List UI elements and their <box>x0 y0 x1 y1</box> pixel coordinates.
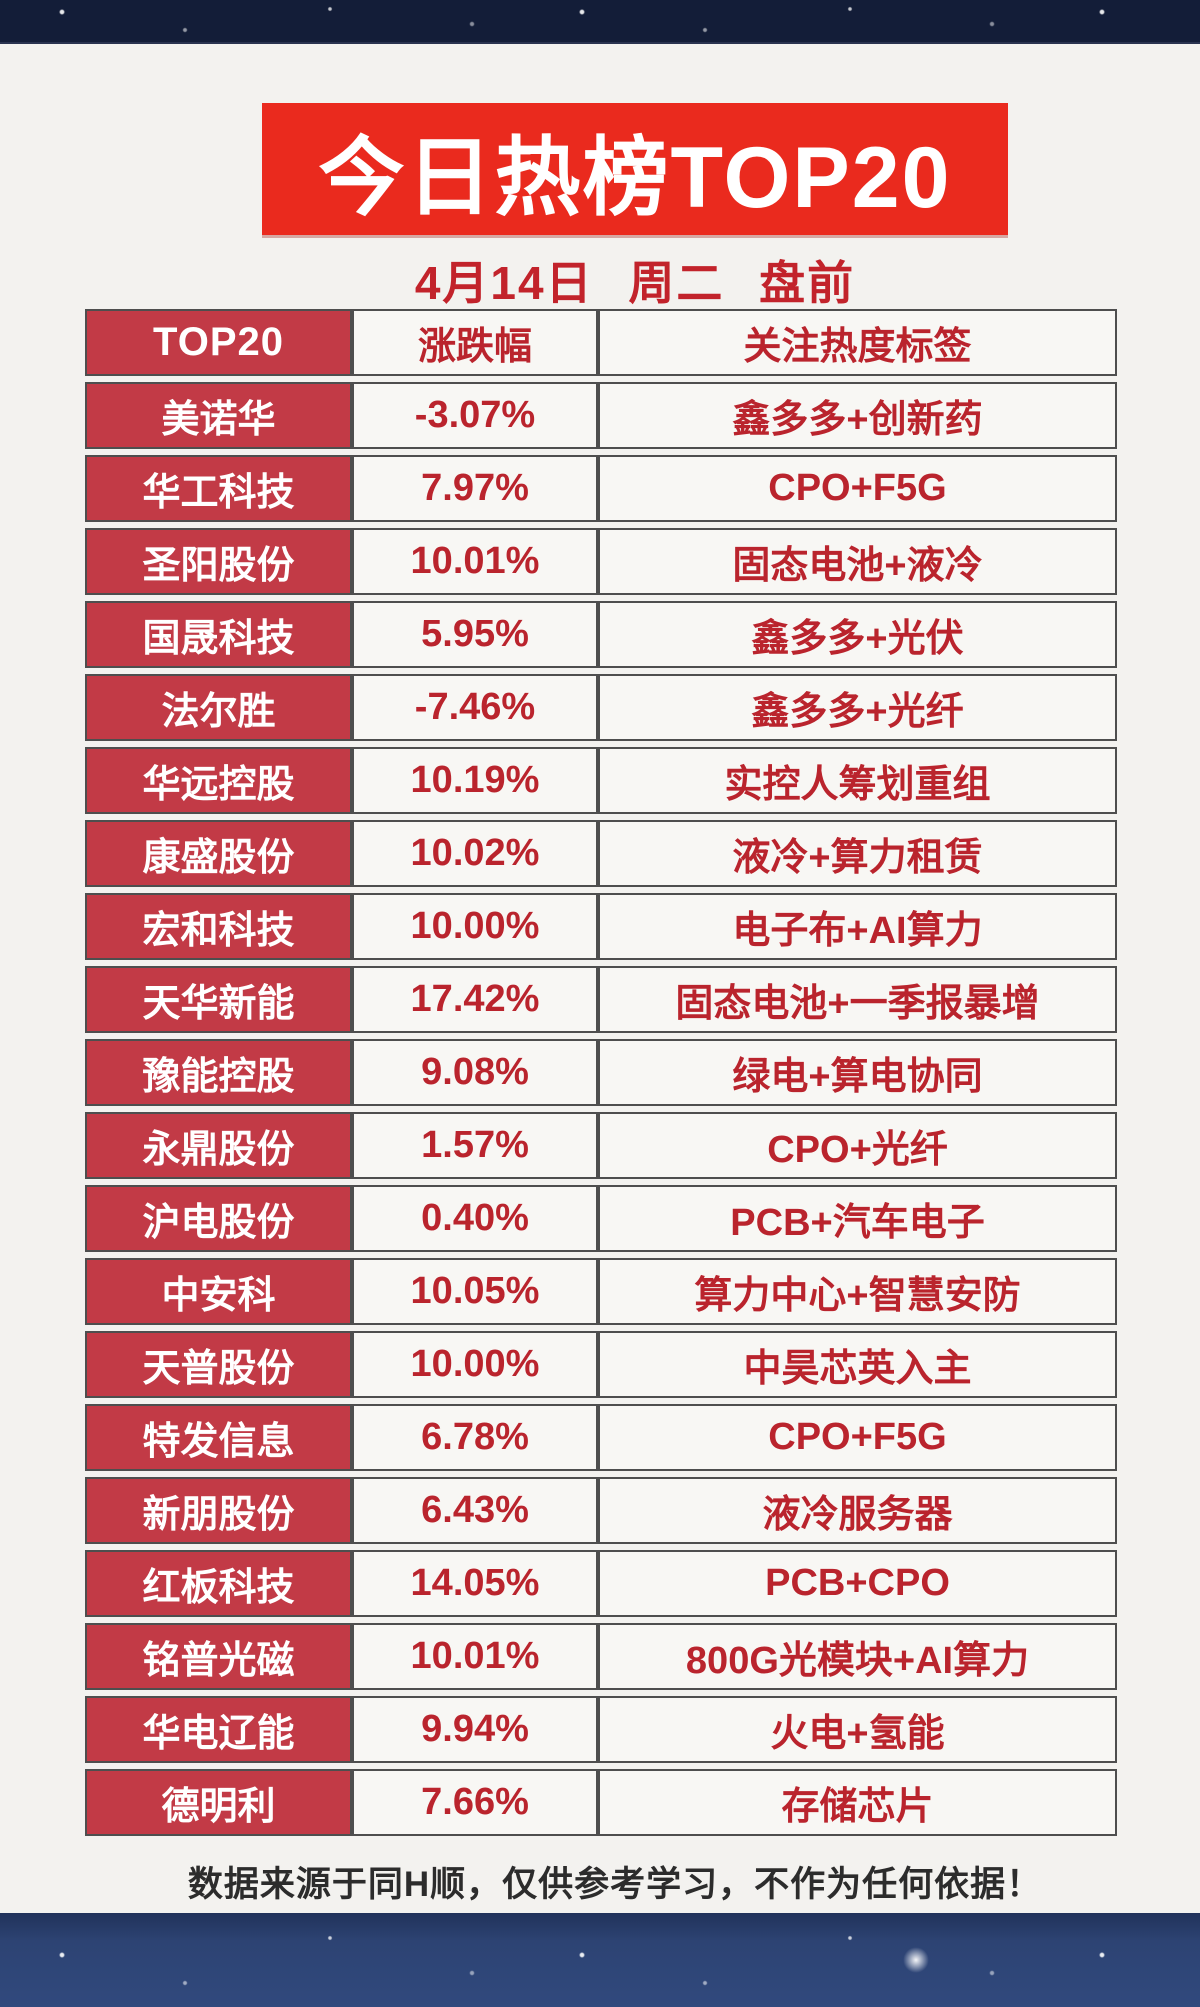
heat-tag: 中昊芯英入主 <box>598 1331 1117 1398</box>
change-percent: 10.01% <box>352 528 598 595</box>
stock-name: 铭普光磁 <box>85 1623 352 1690</box>
stock-name: 圣阳股份 <box>85 528 352 595</box>
change-percent: 6.78% <box>352 1404 598 1471</box>
header-top20: TOP20 <box>85 309 352 376</box>
table-row: 国晟科技 5.95% 鑫多多+光伏 <box>85 601 1117 668</box>
change-percent: 10.02% <box>352 820 598 887</box>
change-percent: 14.05% <box>352 1550 598 1617</box>
heat-tag: 液冷+算力租赁 <box>598 820 1117 887</box>
stock-name: 康盛股份 <box>85 820 352 887</box>
heat-tag: 鑫多多+光伏 <box>598 601 1117 668</box>
stock-name: 天华新能 <box>85 966 352 1033</box>
heat-tag: 火电+氢能 <box>598 1696 1117 1763</box>
table-row: 特发信息 6.78% CPO+F5G <box>85 1404 1117 1471</box>
heat-tag: 绿电+算电协同 <box>598 1039 1117 1106</box>
heat-tag: 存储芯片 <box>598 1769 1117 1836</box>
change-percent: 1.57% <box>352 1112 598 1179</box>
change-percent: 7.97% <box>352 455 598 522</box>
title-banner: 今日热榜TOP20 <box>262 103 1008 235</box>
page-title: 今日热榜TOP20 <box>318 129 952 226</box>
table-row: 永鼎股份 1.57% CPO+光纤 <box>85 1112 1117 1179</box>
heat-tag: 液冷服务器 <box>598 1477 1117 1544</box>
heat-tag: PCB+CPO <box>598 1550 1117 1617</box>
heat-tag: 固态电池+液冷 <box>598 528 1117 595</box>
stock-name: 美诺华 <box>85 382 352 449</box>
heat-tag: 鑫多多+光纤 <box>598 674 1117 741</box>
change-percent: 5.95% <box>352 601 598 668</box>
table-row: 铭普光磁 10.01% 800G光模块+AI算力 <box>85 1623 1117 1690</box>
heat-tag: 电子布+AI算力 <box>598 893 1117 960</box>
stock-name: 豫能控股 <box>85 1039 352 1106</box>
table-row: 圣阳股份 10.01% 固态电池+液冷 <box>85 528 1117 595</box>
disclaimer-text: 数据来源于同H顺，仅供参考学习，不作为任何依据！ <box>187 1865 1043 1904</box>
heat-tag: CPO+F5G <box>598 1404 1117 1471</box>
heat-tag: CPO+光纤 <box>598 1112 1117 1179</box>
table-row: 红板科技 14.05% PCB+CPO <box>85 1550 1117 1617</box>
change-percent: 17.42% <box>352 966 598 1033</box>
heat-tag: 固态电池+一季报暴增 <box>598 966 1117 1033</box>
table-row: 宏和科技 10.00% 电子布+AI算力 <box>85 893 1117 960</box>
stock-name: 华工科技 <box>85 455 352 522</box>
stock-name: 德明利 <box>85 1769 352 1836</box>
table-row: 天华新能 17.42% 固态电池+一季报暴增 <box>85 966 1117 1033</box>
table-row: 华电辽能 9.94% 火电+氢能 <box>85 1696 1117 1763</box>
table-row: 德明利 7.66% 存储芯片 <box>85 1769 1117 1836</box>
heat-tag: 鑫多多+创新药 <box>598 382 1117 449</box>
header-heat-tags: 关注热度标签 <box>598 309 1117 376</box>
heat-tag: 算力中心+智慧安防 <box>598 1258 1117 1325</box>
stock-name: 中安科 <box>85 1258 352 1325</box>
stock-name: 法尔胜 <box>85 674 352 741</box>
change-percent: 10.00% <box>352 893 598 960</box>
heat-tag: 实控人筹划重组 <box>598 747 1117 814</box>
change-percent: 9.94% <box>352 1696 598 1763</box>
table-row: 法尔胜 -7.46% 鑫多多+光纤 <box>85 674 1117 741</box>
star-glow <box>903 1947 929 1973</box>
heat-tag: CPO+F5G <box>598 455 1117 522</box>
night-sky-bottom <box>0 1913 1200 2007</box>
stock-name: 红板科技 <box>85 1550 352 1617</box>
change-percent: 10.00% <box>352 1331 598 1398</box>
top20-table: TOP20 涨跌幅 关注热度标签 美诺华 -3.07% 鑫多多+创新药 华工科技… <box>85 303 1117 1842</box>
table-header-row: TOP20 涨跌幅 关注热度标签 <box>85 309 1117 376</box>
table-row: 华工科技 7.97% CPO+F5G <box>85 455 1117 522</box>
heat-tag: PCB+汽车电子 <box>598 1185 1117 1252</box>
stock-name: 华电辽能 <box>85 1696 352 1763</box>
header-change: 涨跌幅 <box>352 309 598 376</box>
stock-name: 国晟科技 <box>85 601 352 668</box>
table-row: 天普股份 10.00% 中昊芯英入主 <box>85 1331 1117 1398</box>
change-percent: 6.43% <box>352 1477 598 1544</box>
table-row: 华远控股 10.19% 实控人筹划重组 <box>85 747 1117 814</box>
stock-name: 宏和科技 <box>85 893 352 960</box>
stock-name: 永鼎股份 <box>85 1112 352 1179</box>
change-percent: 7.66% <box>352 1769 598 1836</box>
table-row: 美诺华 -3.07% 鑫多多+创新药 <box>85 382 1117 449</box>
heat-tag: 800G光模块+AI算力 <box>598 1623 1117 1690</box>
table-row: 康盛股份 10.02% 液冷+算力租赁 <box>85 820 1117 887</box>
table-row: 中安科 10.05% 算力中心+智慧安防 <box>85 1258 1117 1325</box>
change-percent: 10.05% <box>352 1258 598 1325</box>
stock-name: 沪电股份 <box>85 1185 352 1252</box>
date-subtitle: 4月14日 周二 盘前 <box>414 257 856 309</box>
table-row: 豫能控股 9.08% 绿电+算电协同 <box>85 1039 1117 1106</box>
change-percent: 10.01% <box>352 1623 598 1690</box>
change-percent: -7.46% <box>352 674 598 741</box>
table-row: 沪电股份 0.40% PCB+汽车电子 <box>85 1185 1117 1252</box>
night-sky-top <box>0 0 1200 44</box>
stock-name: 天普股份 <box>85 1331 352 1398</box>
change-percent: 0.40% <box>352 1185 598 1252</box>
change-percent: 9.08% <box>352 1039 598 1106</box>
change-percent: 10.19% <box>352 747 598 814</box>
stock-name: 华远控股 <box>85 747 352 814</box>
stock-name: 特发信息 <box>85 1404 352 1471</box>
change-percent: -3.07% <box>352 382 598 449</box>
table-row: 新朋股份 6.43% 液冷服务器 <box>85 1477 1117 1544</box>
stock-name: 新朋股份 <box>85 1477 352 1544</box>
